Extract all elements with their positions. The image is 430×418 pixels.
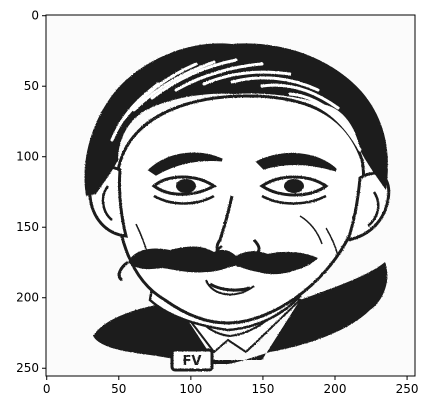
y-tick-label: 50 [24, 79, 39, 93]
moustache [128, 246, 318, 275]
collar-tag-text: FV [183, 354, 202, 369]
left-eyebrow [147, 152, 223, 176]
y-axis: 0 50 100 150 200 250 [16, 9, 46, 375]
portrait-image: FV [46, 15, 415, 376]
axes-frame [45, 14, 416, 377]
x-tick-label: 250 [396, 382, 419, 396]
y-tick-label: 150 [16, 220, 39, 234]
x-tick-label: 0 [43, 382, 51, 396]
x-tick-label: 150 [251, 382, 274, 396]
mouth [209, 282, 251, 292]
x-axis: 0 50 100 150 200 250 [43, 376, 419, 396]
y-tick-label: 100 [16, 150, 39, 164]
collar-tag [170, 348, 214, 372]
x-tick-label: 50 [111, 382, 126, 396]
x-tick-label: 100 [179, 382, 202, 396]
hair [84, 43, 388, 196]
y-tick-label: 250 [16, 361, 39, 375]
x-tick-label: 200 [324, 382, 347, 396]
right-eyebrow [255, 152, 338, 172]
y-tick-label: 200 [16, 291, 39, 305]
jacket [93, 262, 388, 364]
y-tick-label: 0 [31, 9, 39, 23]
